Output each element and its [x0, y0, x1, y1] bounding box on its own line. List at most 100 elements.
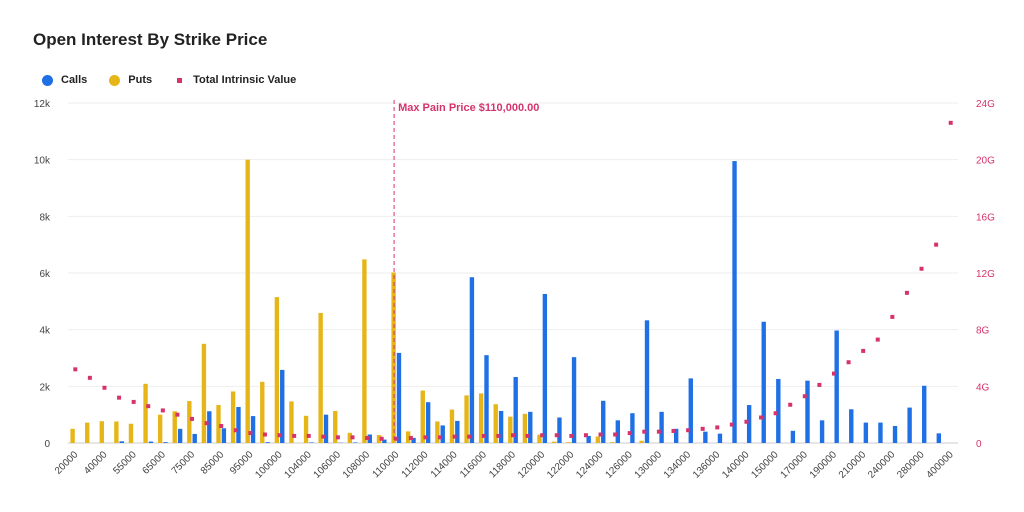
y-left-tick-label: 8k — [39, 212, 51, 223]
bar-puts — [478, 393, 484, 443]
bar-calls — [236, 407, 241, 443]
intrinsic-point — [190, 416, 195, 421]
intrinsic-point — [481, 433, 486, 438]
legend-item-intrinsic[interactable]: Total Intrinsic Value — [174, 74, 296, 86]
bar-calls — [148, 441, 154, 443]
bar-calls — [790, 430, 796, 443]
x-tick-label: 120000 — [516, 449, 548, 481]
bar-puts — [551, 441, 557, 443]
bar-calls — [630, 413, 635, 443]
legend-item-calls[interactable]: Calls — [42, 74, 87, 86]
bar-calls — [513, 376, 518, 443]
bar-calls — [805, 380, 810, 443]
intrinsic-point — [715, 425, 720, 430]
bar-puts — [420, 390, 425, 443]
bar-calls — [353, 442, 358, 443]
intrinsic-point — [452, 434, 457, 439]
intrinsic-point — [350, 435, 355, 440]
intrinsic-point — [102, 385, 107, 390]
intrinsic-point — [890, 314, 895, 319]
intrinsic-point — [569, 433, 574, 438]
intrinsic-point — [773, 411, 778, 416]
bar-calls — [207, 411, 212, 443]
bar-puts — [85, 422, 90, 443]
bar-calls — [717, 433, 723, 443]
y-right-tick-label: 20G — [976, 156, 995, 167]
intrinsic-point — [686, 428, 691, 433]
intrinsic-point — [306, 433, 311, 438]
bar-calls — [498, 410, 504, 443]
intrinsic-point — [438, 435, 443, 440]
legend: Calls Puts Total Intrinsic Value — [42, 74, 296, 86]
chart-title: Open Interest By Strike Price — [33, 30, 268, 49]
intrinsic-point — [613, 432, 618, 437]
bar-calls — [601, 400, 606, 443]
intrinsic-point — [219, 424, 224, 428]
intrinsic-point — [583, 433, 588, 438]
x-tick-label: 190000 — [808, 449, 840, 481]
bar-puts — [537, 434, 542, 443]
bar-calls — [309, 442, 314, 443]
x-tick-label: 116000 — [458, 449, 489, 480]
intrinsic-point — [365, 436, 370, 441]
intrinsic-point — [87, 375, 92, 380]
bar-puts — [245, 159, 250, 443]
intrinsic-point — [160, 408, 165, 413]
bar-calls — [411, 437, 416, 443]
x-tick-label: 126000 — [603, 449, 635, 481]
bar-puts — [70, 428, 75, 443]
bar-puts — [493, 404, 498, 443]
bar-calls — [819, 420, 825, 443]
legend-item-puts[interactable]: Puts — [109, 74, 152, 86]
bar-puts — [522, 413, 528, 443]
bar-calls — [265, 442, 270, 443]
bar-calls — [732, 161, 737, 444]
bar-puts — [274, 297, 280, 443]
bar-calls — [163, 442, 168, 443]
bar-calls — [440, 425, 445, 443]
intrinsic-point — [919, 266, 924, 271]
intrinsic-point — [175, 412, 180, 417]
y-left-tick-label: 12k — [34, 99, 51, 110]
x-tick-label: 75000 — [170, 449, 198, 477]
intrinsic-point — [861, 348, 866, 353]
bar-calls — [557, 417, 562, 443]
intrinsic-point — [335, 435, 340, 440]
puts-swatch-icon — [109, 74, 121, 86]
intrinsic-point — [73, 367, 78, 372]
bar-calls — [644, 320, 650, 443]
intrinsic-point — [729, 422, 734, 427]
bar-calls — [396, 352, 402, 443]
bar-calls — [571, 357, 577, 443]
bar-puts — [99, 421, 104, 443]
bar-puts — [143, 383, 148, 443]
gridlines — [68, 102, 958, 444]
y-axis-right: 0 4G 8G 12G 16G 20G 24G — [976, 99, 995, 450]
x-tick-label: 104000 — [282, 449, 314, 481]
bar-calls — [922, 385, 927, 443]
bar-calls — [425, 402, 431, 443]
x-tick-label: 210000 — [837, 449, 869, 481]
bar-calls — [192, 433, 197, 443]
x-tick-label: 55000 — [111, 449, 139, 477]
bar-calls — [528, 411, 533, 443]
intrinsic-point — [379, 436, 384, 441]
x-tick-label: 150000 — [749, 449, 781, 481]
bar-calls — [469, 277, 475, 443]
bar-calls — [615, 420, 621, 443]
bar-puts — [289, 401, 294, 443]
x-tick-label: 170000 — [779, 449, 811, 481]
bar-calls — [659, 411, 664, 443]
intrinsic-point — [540, 433, 545, 438]
intrinsic-swatch-icon — [177, 77, 183, 83]
x-tick-label: 112000 — [400, 449, 431, 480]
intrinsic-point — [131, 399, 136, 404]
bar-puts — [333, 410, 338, 443]
bar-calls — [761, 321, 766, 443]
intrinsic-points — [73, 120, 953, 441]
bar-calls — [221, 428, 227, 443]
bar-calls — [323, 414, 329, 443]
y-left-tick-label: 0 — [44, 439, 50, 450]
bar-puts — [157, 414, 163, 443]
intrinsic-point — [408, 436, 413, 441]
